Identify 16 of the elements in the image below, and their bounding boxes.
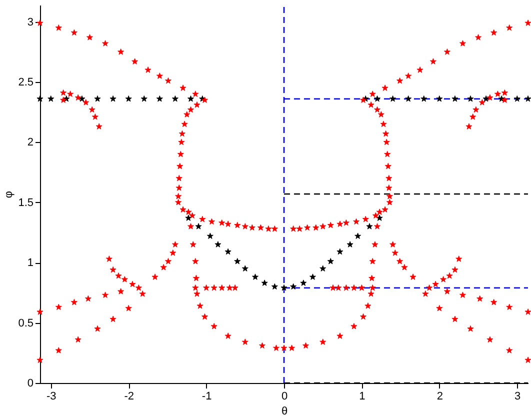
y-tick-label: 2.5 — [18, 76, 34, 89]
y-tick-label: 1.5 — [18, 196, 34, 209]
x-tick-label: 3 — [514, 390, 521, 402]
x-tick-label: -3 — [46, 390, 56, 402]
y-axis-title: φ — [3, 190, 16, 198]
y-tick-label: 0.5 — [18, 317, 34, 330]
x-tick-label: -2 — [124, 390, 134, 402]
x-tick-label: 0 — [281, 390, 288, 402]
y-tick-label: 2 — [27, 136, 34, 149]
y-tick-label: 3 — [27, 16, 34, 28]
y-tick-label: 1 — [27, 257, 34, 270]
x-axis-title: θ — [281, 406, 288, 418]
y-tick-label: 0 — [27, 378, 34, 390]
x-tick-label: 2 — [436, 390, 443, 402]
x-tick-label: -1 — [202, 390, 212, 402]
x-tick-label: 1 — [359, 390, 366, 402]
